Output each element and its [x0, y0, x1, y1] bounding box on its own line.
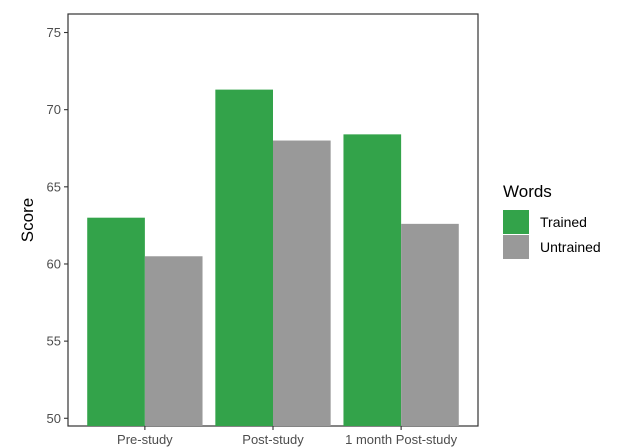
y-tick-label: 70	[47, 102, 61, 117]
bar-trained-1	[87, 217, 145, 426]
y-tick-label: 75	[47, 25, 61, 40]
x-tick-label: Post-study	[242, 432, 304, 447]
x-tick-label: Pre-study	[117, 432, 173, 447]
legend-key-trained	[503, 210, 529, 234]
y-tick-label: 65	[47, 179, 61, 194]
legend-label-untrained: Untrained	[540, 239, 601, 255]
x-tick-label: 1 month Post-study	[345, 432, 457, 447]
legend-key-untrained	[503, 235, 529, 259]
legend-label-trained: Trained	[540, 214, 587, 230]
y-tick-label: 50	[47, 411, 61, 426]
bar-untrained-1	[144, 256, 203, 426]
y-tick-label: 55	[47, 334, 61, 349]
y-axis-title: Score	[18, 198, 37, 242]
bar-untrained-3	[401, 223, 459, 426]
legend-title: Words	[503, 182, 552, 201]
bar-untrained-2	[273, 140, 331, 426]
y-tick-label: 60	[47, 256, 61, 271]
bar-trained-3	[343, 134, 402, 426]
bar-trained-2	[215, 89, 273, 427]
